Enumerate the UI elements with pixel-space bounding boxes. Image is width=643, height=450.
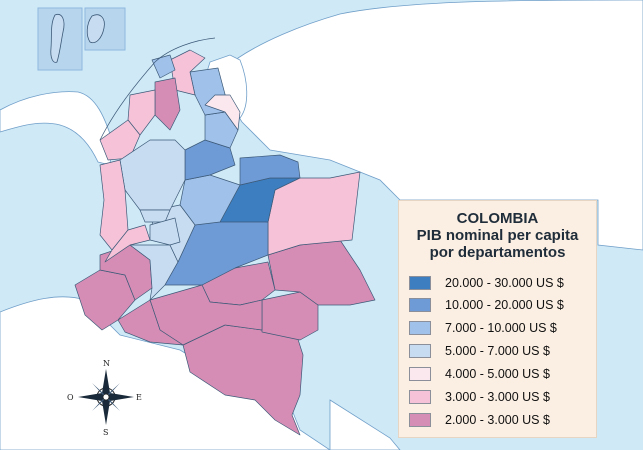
compass-south-letter: S bbox=[103, 428, 108, 437]
legend-swatch bbox=[409, 344, 431, 358]
region-valle bbox=[104, 224, 151, 263]
legend-swatch bbox=[409, 367, 431, 381]
legend-swatch bbox=[409, 298, 431, 312]
compass-north-letter: N bbox=[103, 359, 110, 368]
legend-swatch bbox=[409, 276, 431, 290]
legend-label: 5.000 - 7.000 US $ bbox=[445, 344, 550, 358]
legend-subtitle-2: por departamentos bbox=[429, 244, 566, 261]
compass-east-letter: E bbox=[136, 393, 142, 402]
legend-label: 10.000 - 20.000 US $ bbox=[445, 298, 564, 312]
legend-title: COLOMBIA bbox=[456, 210, 539, 227]
region-antioquia bbox=[119, 139, 186, 211]
legend-swatch bbox=[409, 390, 431, 404]
region-cordoba bbox=[99, 119, 141, 161]
inset-san-andres-island bbox=[50, 13, 65, 63]
neighbor-land-south bbox=[0, 296, 331, 450]
legend-item: 5.000 - 7.000 US $ bbox=[409, 343, 550, 359]
region-tolima bbox=[149, 217, 181, 246]
legend-swatch bbox=[409, 321, 431, 335]
legend-item: 2.000 - 3.000 US $ bbox=[409, 412, 550, 428]
legend-label: 7.000 - 10.000 US $ bbox=[445, 321, 557, 335]
legend-item: 3.000 - 3.000 US $ bbox=[409, 389, 550, 405]
region-la-guajira bbox=[204, 94, 241, 131]
legend-swatch bbox=[409, 413, 431, 427]
neighbor-land-north bbox=[224, 0, 643, 251]
region-caldas bbox=[139, 209, 171, 223]
region-sucre bbox=[127, 89, 156, 136]
region-atlantico bbox=[151, 54, 176, 79]
legend-item: 20.000 - 30.000 US $ bbox=[409, 275, 564, 291]
legend-item: 7.000 - 10.000 US $ bbox=[409, 320, 557, 336]
legend-label: 3.000 - 3.000 US $ bbox=[445, 390, 550, 404]
legend-subtitle-1: PIB nominal per capita bbox=[416, 227, 579, 244]
map-legend: COLOMBIA PIB nominal per capita por depa… bbox=[398, 200, 597, 438]
legend-label: 2.000 - 3.000 US $ bbox=[445, 413, 550, 427]
legend-item: 10.000 - 20.000 US $ bbox=[409, 297, 564, 313]
caribbean-coastline bbox=[99, 37, 216, 141]
compass-west-letter: O bbox=[67, 393, 74, 402]
compass-rose: N S E O bbox=[67, 359, 142, 437]
inset-providencia-island bbox=[86, 14, 105, 44]
legend-label: 4.000 - 5.000 US $ bbox=[445, 367, 550, 381]
legend-item: 4.000 - 5.000 US $ bbox=[409, 366, 550, 382]
neighbor-land-east bbox=[329, 399, 401, 450]
legend-label: 20.000 - 30.000 US $ bbox=[445, 276, 564, 290]
